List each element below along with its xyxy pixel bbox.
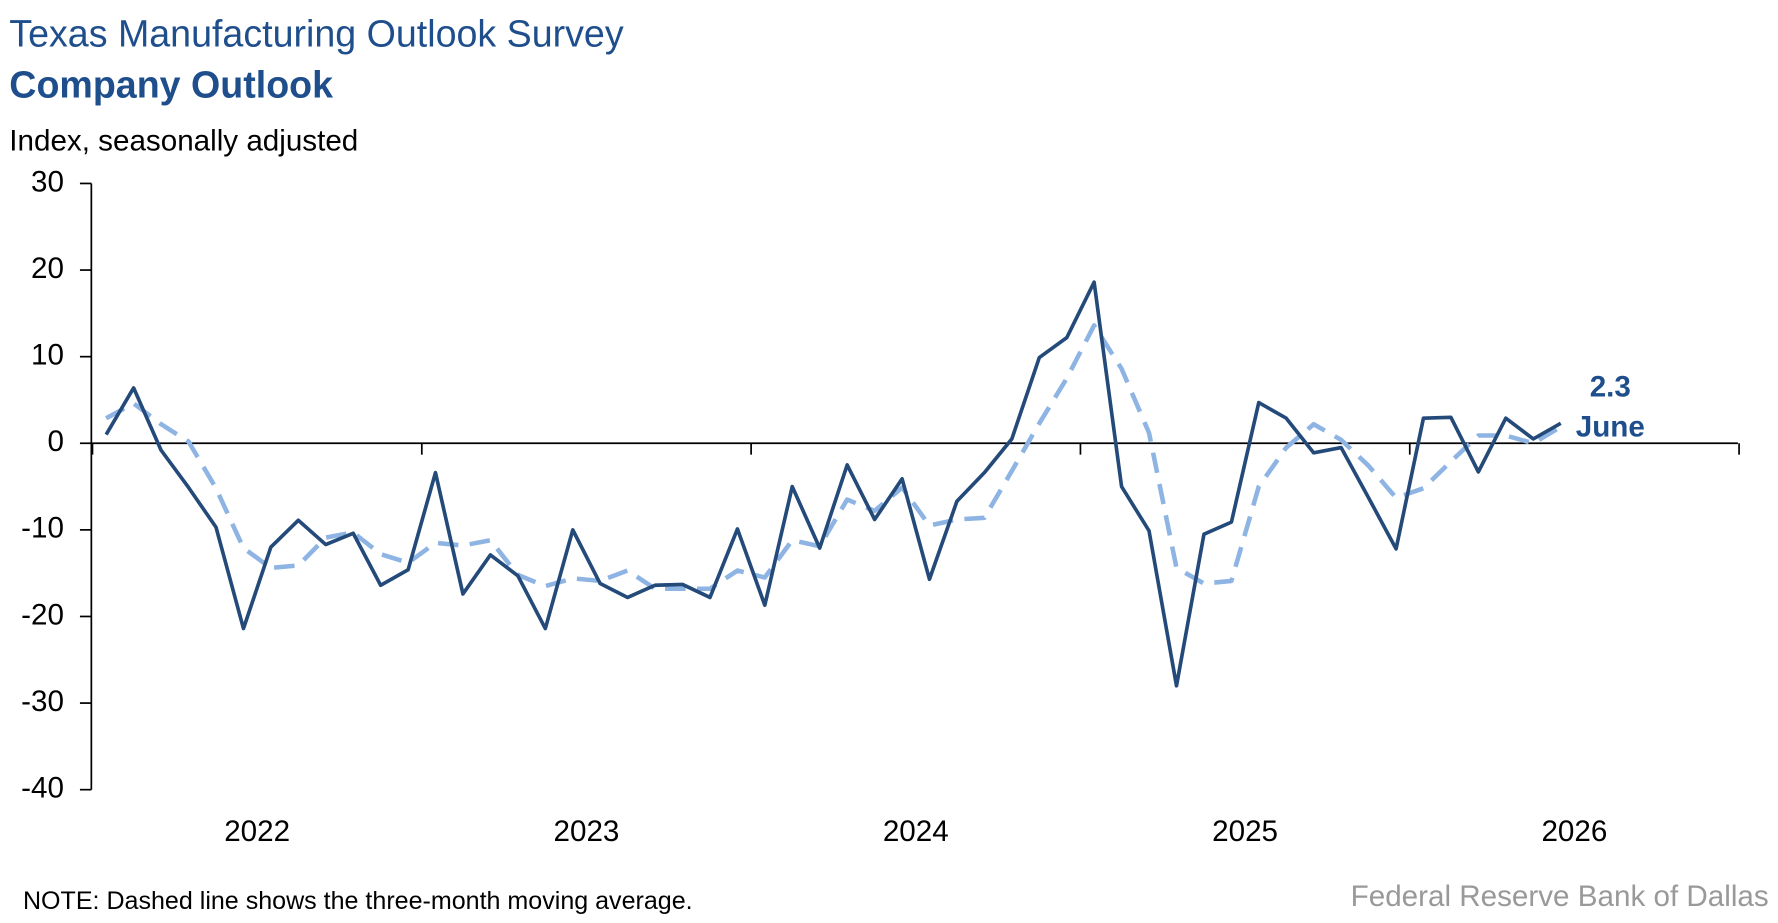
y-tick-label: 0 bbox=[48, 425, 64, 458]
y-tick-label: -30 bbox=[21, 685, 64, 718]
x-tick-label: 2022 bbox=[224, 815, 290, 848]
x-tick-label: 2024 bbox=[883, 815, 949, 848]
chart-title: Texas Manufacturing Outlook Survey bbox=[9, 12, 624, 54]
y-tick-label: 10 bbox=[31, 338, 64, 371]
x-tick-label: 2025 bbox=[1212, 815, 1278, 848]
y-tick-label: 20 bbox=[31, 252, 64, 285]
note: NOTE: Dashed line shows the three-month … bbox=[23, 887, 693, 915]
series-line bbox=[104, 280, 1562, 688]
x-tick-label: 2026 bbox=[1541, 815, 1607, 848]
chart-subtitle: Company Outlook bbox=[9, 64, 333, 106]
series-line bbox=[105, 323, 1562, 592]
y-tick-label: -10 bbox=[21, 512, 64, 545]
data-label: 2.3 bbox=[1590, 370, 1631, 403]
source: Federal Reserve Bank of Dallas bbox=[1351, 880, 1769, 913]
y-tick-label: 30 bbox=[31, 165, 64, 198]
x-tick-label: 2023 bbox=[554, 815, 620, 848]
annotation: June bbox=[1576, 410, 1645, 443]
y-tick-label: -40 bbox=[21, 772, 64, 805]
y-axis-label: Index, seasonally adjusted bbox=[9, 124, 358, 157]
y-tick-label: -20 bbox=[21, 598, 64, 631]
